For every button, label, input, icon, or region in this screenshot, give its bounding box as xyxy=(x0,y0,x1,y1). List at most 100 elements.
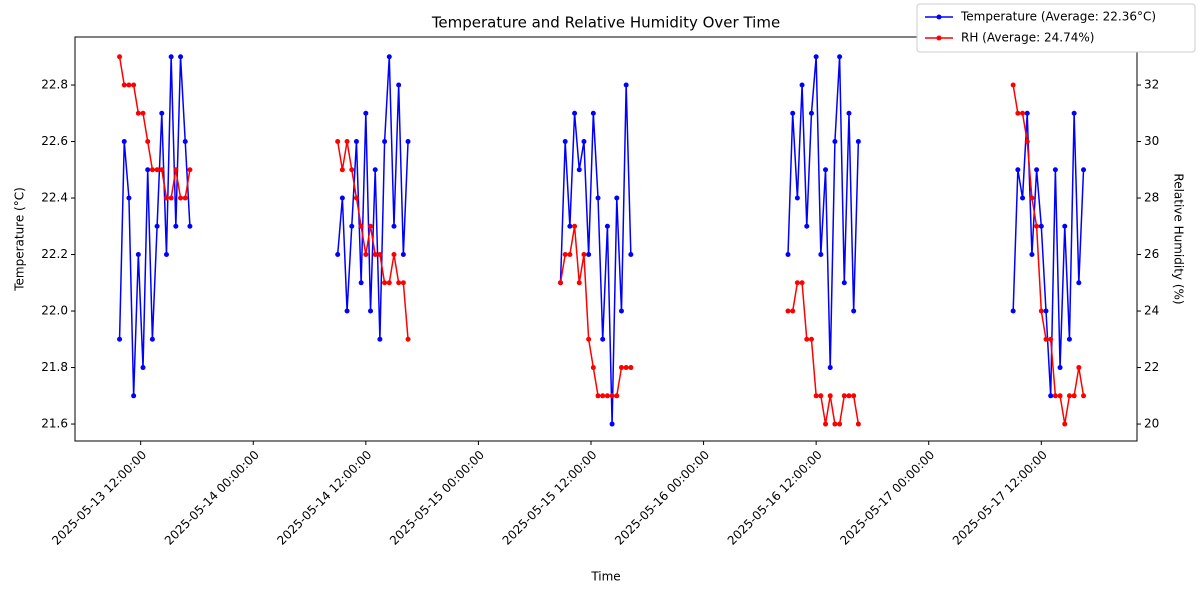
data-point xyxy=(818,252,824,258)
data-point xyxy=(159,110,165,116)
data-point xyxy=(368,308,374,314)
data-point xyxy=(1020,195,1026,201)
data-point xyxy=(335,139,341,145)
data-point xyxy=(841,280,847,286)
y-tick-label: 22.4 xyxy=(41,191,68,205)
y-tick-label: 21.6 xyxy=(41,417,68,431)
data-point xyxy=(377,252,383,258)
data-point xyxy=(400,252,406,258)
data-point xyxy=(581,139,587,145)
data-point xyxy=(358,280,364,286)
data-point xyxy=(1034,223,1040,229)
data-point xyxy=(799,280,805,286)
data-point xyxy=(182,139,188,145)
data-point xyxy=(623,365,629,371)
series-line xyxy=(118,56,1085,425)
data-point xyxy=(609,393,615,399)
data-point xyxy=(1015,167,1021,173)
legend-marker xyxy=(936,14,942,20)
data-point xyxy=(808,336,814,342)
data-point xyxy=(614,393,620,399)
data-point xyxy=(841,393,847,399)
legend-marker xyxy=(936,35,942,41)
data-point xyxy=(363,110,369,116)
y2-tick-label: 30 xyxy=(1144,134,1159,148)
data-point xyxy=(855,139,861,145)
data-point xyxy=(131,82,137,88)
data-point xyxy=(117,54,123,60)
data-point xyxy=(846,393,852,399)
x-tick-label: 2025-05-15 12:00:00 xyxy=(500,448,600,548)
data-point xyxy=(818,393,824,399)
data-point xyxy=(405,336,411,342)
data-point xyxy=(386,280,392,286)
data-point xyxy=(1034,167,1040,173)
data-point xyxy=(1081,167,1087,173)
data-point xyxy=(851,393,857,399)
data-point xyxy=(562,252,568,258)
data-point xyxy=(353,195,359,201)
data-point xyxy=(628,252,634,258)
data-point xyxy=(785,308,791,314)
data-point xyxy=(1071,393,1077,399)
data-point xyxy=(808,110,814,116)
data-point xyxy=(163,195,169,201)
data-point xyxy=(604,393,610,399)
data-point xyxy=(1024,139,1030,145)
x-tick-label: 2025-05-14 00:00:00 xyxy=(162,448,262,548)
data-point xyxy=(1076,365,1082,371)
data-point xyxy=(344,308,350,314)
y2-tick-label: 22 xyxy=(1144,360,1159,374)
data-point xyxy=(126,195,132,201)
y2-tick-label: 26 xyxy=(1144,247,1159,261)
data-point xyxy=(1029,195,1035,201)
y2-axis-label: Relative Humidity (%) xyxy=(1172,173,1186,304)
data-point xyxy=(804,336,810,342)
data-point xyxy=(145,139,151,145)
data-point xyxy=(600,336,606,342)
data-point xyxy=(1020,110,1026,116)
data-point xyxy=(794,195,800,201)
data-point xyxy=(1048,393,1054,399)
x-axis-label: Time xyxy=(590,570,620,584)
data-point xyxy=(168,54,174,60)
data-point xyxy=(372,167,378,173)
y-tick-label: 22.6 xyxy=(41,134,68,148)
data-point xyxy=(618,308,624,314)
data-point xyxy=(557,280,563,286)
data-point xyxy=(368,223,374,229)
data-point xyxy=(1052,167,1058,173)
data-point xyxy=(382,139,388,145)
y2-tick-label: 24 xyxy=(1144,304,1159,318)
data-point xyxy=(400,280,406,286)
data-point xyxy=(382,280,388,286)
data-point xyxy=(1057,393,1063,399)
data-point xyxy=(1043,336,1049,342)
data-point xyxy=(837,421,843,427)
data-point xyxy=(567,223,573,229)
data-point xyxy=(358,223,364,229)
y-axis-label: Temperature (°C) xyxy=(13,187,27,292)
data-point xyxy=(813,393,819,399)
data-point xyxy=(349,167,355,173)
data-point xyxy=(1024,110,1030,116)
data-point xyxy=(595,195,601,201)
legend-label: RH (Average: 24.74%) xyxy=(961,31,1094,45)
data-point xyxy=(131,393,137,399)
data-point xyxy=(163,252,169,258)
data-point xyxy=(604,223,610,229)
data-point xyxy=(1052,393,1058,399)
data-point xyxy=(353,139,359,145)
data-point xyxy=(349,223,355,229)
data-point xyxy=(1043,308,1049,314)
data-point xyxy=(135,252,141,258)
data-point xyxy=(827,393,833,399)
data-point xyxy=(168,195,174,201)
legend-label: Temperature (Average: 22.36°C) xyxy=(960,10,1156,24)
data-point xyxy=(1057,365,1063,371)
data-point xyxy=(405,139,411,145)
data-point xyxy=(391,223,397,229)
data-point xyxy=(567,252,573,258)
data-point xyxy=(182,195,188,201)
x-tick-label: 2025-05-17 00:00:00 xyxy=(837,448,937,548)
